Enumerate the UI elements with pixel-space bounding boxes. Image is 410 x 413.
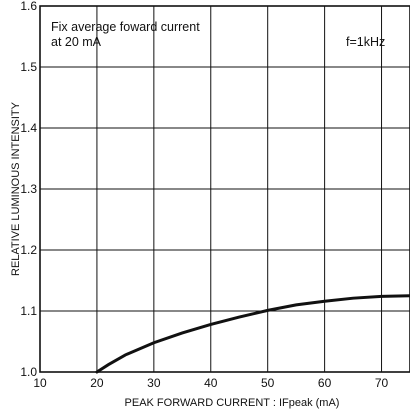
y-axis-title: RELATIVE LUMINOUS INTENSITY bbox=[10, 101, 22, 276]
x-tick-label: 70 bbox=[375, 376, 389, 390]
y-tick-label: 1.2 bbox=[20, 243, 37, 257]
x-tick-label: 10 bbox=[33, 376, 47, 390]
y-tick-label: 1.1 bbox=[20, 304, 37, 318]
condition-line-2: at 20 mA bbox=[51, 35, 102, 49]
intensity-curve bbox=[95, 294, 410, 374]
series-layer bbox=[95, 294, 410, 374]
grid-lines bbox=[40, 6, 410, 372]
x-tick-label: 40 bbox=[204, 376, 218, 390]
y-tick-label: 1.5 bbox=[20, 60, 37, 74]
x-tick-label: 50 bbox=[261, 376, 275, 390]
x-tick-label: 30 bbox=[147, 376, 161, 390]
y-tick-label: 1.0 bbox=[20, 365, 37, 379]
x-axis-title: PEAK FORWARD CURRENT : IFpeak (mA) bbox=[125, 397, 340, 409]
frequency-label: f=1kHz bbox=[346, 35, 385, 49]
plot-frame bbox=[39, 5, 410, 373]
x-tick-label: 20 bbox=[90, 376, 104, 390]
y-tick-label: 1.3 bbox=[20, 182, 37, 196]
y-tick-label: 1.6 bbox=[20, 0, 37, 13]
condition-line-1: Fix average foward current bbox=[51, 20, 200, 34]
y-tick-label: 1.4 bbox=[20, 121, 37, 135]
tick-labels: 10 20 30 40 50 60 70 1.0 1.1 1.2 1.3 1.4 1.5 1.6 bbox=[20, 0, 388, 390]
x-tick-label: 60 bbox=[318, 376, 332, 390]
